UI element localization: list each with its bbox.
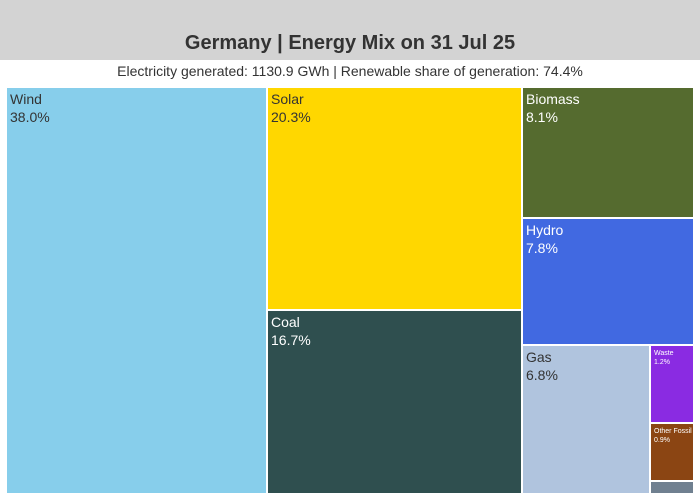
- tile-percent-solar: 20.3%: [271, 109, 311, 125]
- tile-percent-wind: 38.0%: [10, 109, 50, 125]
- tile-percent-biomass: 8.1%: [526, 109, 558, 125]
- tile-label-other-fossil: Other Fossil: [654, 428, 692, 435]
- tile-coal: Coal 16.7%: [268, 311, 521, 493]
- tile-solar: Solar 20.3%: [268, 88, 521, 309]
- tile-rect-other-fossil: [651, 424, 693, 480]
- tile-wind: Wind 38.0%: [7, 88, 266, 493]
- tile-label-waste: Waste: [654, 350, 674, 357]
- tile-waste: Waste 1.2%: [651, 346, 693, 422]
- tile-label-wind: Wind: [10, 91, 42, 107]
- tile-label-biomass: Biomass: [526, 91, 580, 107]
- tile-hydro: Hydro 7.8%: [523, 219, 693, 344]
- tile-percent-gas: 6.8%: [526, 367, 558, 383]
- tile-other-fossil: Other Fossil 0.9%: [651, 424, 693, 480]
- tile-rect-wind: [7, 88, 266, 493]
- tile-percent-hydro: 7.8%: [526, 240, 558, 256]
- tile-gas: Gas 6.8%: [523, 346, 649, 493]
- tile-rect-other: [651, 482, 693, 493]
- tile-rect-waste: [651, 346, 693, 422]
- tile-rect-gas: [523, 346, 649, 493]
- tile-rect-hydro: [523, 219, 693, 344]
- tile-other: [651, 482, 693, 493]
- tile-rect-solar: [268, 88, 521, 309]
- tile-label-solar: Solar: [271, 91, 304, 107]
- tile-rect-coal: [268, 311, 521, 493]
- chart-title: Germany | Energy Mix on 31 Jul 25: [184, 32, 516, 54]
- title-bar: [0, 0, 700, 60]
- tile-percent-other-fossil: 0.9%: [654, 437, 670, 444]
- tile-percent-coal: 16.7%: [271, 332, 311, 348]
- tile-rect-biomass: [523, 88, 693, 217]
- tile-percent-waste: 1.2%: [654, 359, 670, 366]
- chart-subtitle: Electricity generated: 1130.9 GWh | Rene…: [117, 63, 583, 79]
- tile-biomass: Biomass 8.1%: [523, 88, 693, 217]
- tile-label-hydro: Hydro: [526, 222, 564, 238]
- tile-label-coal: Coal: [271, 314, 300, 330]
- tile-label-gas: Gas: [526, 349, 552, 365]
